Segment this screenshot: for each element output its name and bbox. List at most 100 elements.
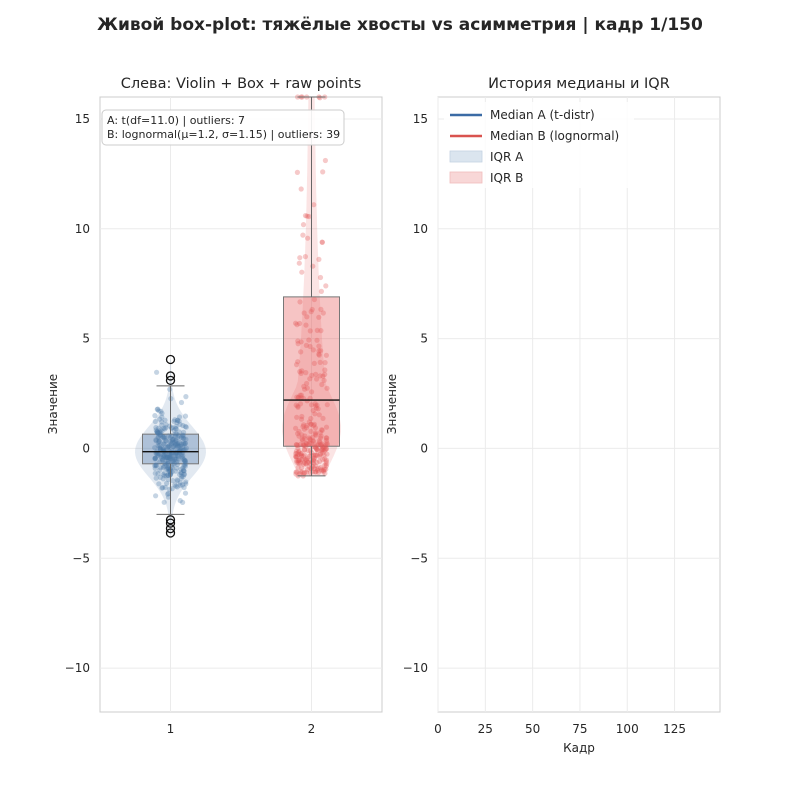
raw-point-b: [315, 469, 322, 475]
raw-point-a: [173, 456, 179, 462]
raw-point-b: [302, 452, 308, 458]
legend-swatch-iqr-a: [449, 150, 483, 163]
raw-point-b: [323, 466, 329, 472]
raw-point-b: [294, 169, 300, 175]
raw-point-a: [157, 432, 164, 438]
raw-point-b: [314, 446, 320, 453]
raw-point-a: [162, 463, 168, 469]
raw-point-b: [304, 455, 310, 461]
left-x-tick-label: 1: [167, 722, 175, 736]
raw-point-b: [293, 320, 299, 326]
raw-point-b: [323, 461, 329, 467]
raw-point-a: [175, 442, 181, 448]
raw-point-b: [311, 452, 317, 458]
raw-point-a: [152, 455, 158, 461]
raw-point-b: [305, 459, 311, 465]
raw-point-a: [174, 431, 180, 437]
raw-point-b: [300, 437, 306, 443]
raw-point-b: [298, 453, 305, 459]
raw-point-b: [311, 296, 317, 303]
raw-point-b: [308, 440, 315, 446]
raw-point-a: [161, 473, 168, 479]
right-plot-area: [437, 96, 721, 713]
raw-point-b: [311, 202, 317, 208]
raw-point-a: [154, 369, 160, 375]
raw-point-b: [307, 448, 313, 454]
raw-point-a: [166, 443, 172, 449]
raw-point-b: [295, 459, 301, 465]
raw-point-b: [303, 342, 309, 348]
raw-point-a: [160, 434, 166, 440]
raw-point-a: [175, 441, 181, 447]
raw-point-b: [323, 283, 329, 289]
raw-point-b: [296, 461, 302, 467]
raw-point-a: [163, 473, 169, 479]
raw-point-a: [160, 434, 166, 440]
raw-point-b: [303, 440, 310, 446]
raw-point-a: [165, 466, 171, 472]
raw-point-b: [296, 448, 302, 454]
raw-point-a: [182, 458, 188, 464]
raw-point-a: [181, 471, 187, 477]
raw-point-a: [174, 441, 180, 447]
annotation-line-a: A: t(df=11.0) | outliers: 7: [107, 114, 245, 127]
raw-point-a: [157, 432, 163, 438]
raw-point-a: [166, 463, 172, 469]
raw-point-b: [301, 383, 307, 389]
raw-point-a: [172, 417, 178, 423]
raw-point-b: [321, 452, 327, 458]
raw-point-b: [309, 389, 315, 395]
raw-point-b: [310, 434, 316, 440]
raw-point-b: [307, 343, 313, 350]
raw-point-b: [323, 437, 330, 444]
raw-point-a: [172, 433, 179, 439]
raw-point-a: [161, 435, 167, 441]
raw-point-b: [319, 446, 325, 452]
raw-point-a: [157, 465, 163, 471]
raw-point-a: [159, 414, 165, 420]
raw-point-a: [172, 441, 178, 447]
raw-point-a: [158, 427, 164, 433]
raw-point-b: [296, 457, 302, 463]
raw-point-a: [165, 472, 171, 478]
raw-point-a: [159, 422, 165, 428]
raw-point-b: [319, 448, 325, 454]
raw-point-a: [173, 451, 179, 457]
raw-point-b: [303, 370, 309, 376]
raw-point-b: [324, 442, 330, 448]
raw-point-a: [180, 453, 186, 459]
raw-point-b: [312, 444, 318, 450]
raw-point-b: [314, 402, 320, 408]
raw-point-b: [294, 362, 300, 368]
raw-point-a: [162, 460, 168, 467]
raw-point-a: [177, 440, 183, 446]
right-x-tick-label: 75: [572, 722, 587, 736]
raw-point-b: [310, 263, 316, 269]
raw-point-a: [161, 499, 167, 505]
raw-point-a: [160, 457, 166, 464]
raw-point-b: [295, 395, 301, 401]
raw-point-b: [293, 448, 299, 454]
raw-point-b: [296, 433, 302, 439]
raw-point-a: [160, 446, 166, 452]
raw-point-b: [294, 414, 300, 420]
raw-point-b: [299, 269, 305, 275]
raw-point-a: [168, 441, 175, 447]
figure-title: Живой box-plot: тяжёлые хвосты vs асимме…: [97, 15, 703, 35]
raw-point-a: [180, 465, 186, 471]
raw-point-b: [323, 352, 329, 358]
raw-point-a: [179, 482, 185, 488]
raw-point-b: [297, 460, 304, 466]
raw-point-b: [311, 455, 317, 461]
raw-point-b: [316, 412, 322, 418]
raw-point-a: [177, 480, 183, 486]
raw-point-a: [153, 427, 159, 433]
raw-point-b: [322, 371, 328, 377]
raw-point-b: [310, 438, 316, 445]
raw-point-a: [178, 434, 184, 440]
raw-point-a: [169, 459, 175, 465]
raw-point-a: [163, 454, 169, 460]
raw-point-b: [296, 457, 302, 463]
raw-point-a: [173, 438, 179, 444]
raw-point-b: [294, 453, 300, 459]
